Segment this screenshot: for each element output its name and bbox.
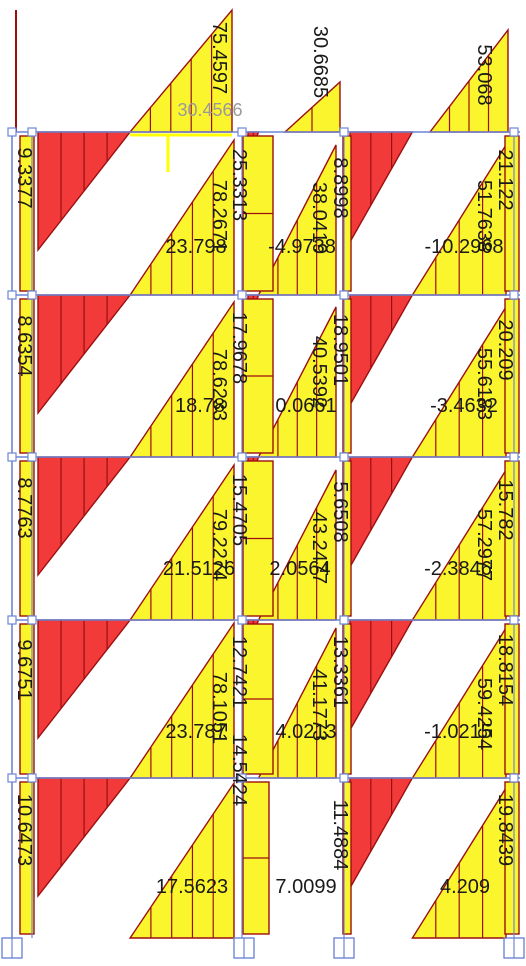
value-labels: 75.4597 30.4566 30.6685 53.068 23.798 -4… — [13, 22, 516, 898]
middle-column-value-2: 5.6508 — [329, 481, 351, 542]
beam-value-4-2: 4.209 — [440, 876, 490, 898]
negative-moment-area-0-2 — [349, 131, 414, 245]
negative-moment-area-4-2 — [349, 777, 414, 891]
joint-0-2 — [237, 127, 247, 137]
joint-0-3 — [339, 127, 349, 137]
span-value-2-2: 57.2977 — [473, 509, 495, 581]
left-column-value-3: 9.6751 — [13, 639, 35, 700]
column-moment-0-0 — [19, 135, 35, 292]
joint-1-3 — [339, 290, 349, 300]
column-moment-3-0 — [19, 623, 35, 775]
left-column-value-4: 10.6473 — [13, 794, 35, 866]
joint-3-1 — [27, 615, 37, 625]
joint-4-1 — [27, 773, 37, 783]
left-column-value-2: 8.7763 — [13, 477, 35, 538]
positive-moment-area-4-0 — [128, 780, 235, 939]
span-value-3-2: 59.4254 — [473, 678, 495, 750]
joint-0-0 — [7, 127, 17, 137]
beam-value-1-1: 0.0661 — [275, 395, 336, 417]
left-column-value-1: 8.6354 — [13, 315, 35, 376]
joint-3-4 — [509, 615, 519, 625]
top-label-3: 53.068 — [473, 44, 495, 105]
joint-1-2 — [237, 290, 247, 300]
center-column-value-0: 25.3313 — [228, 149, 250, 221]
negative-moment-area-1-2 — [349, 294, 414, 408]
joint-3-3 — [339, 615, 349, 625]
beam-value-2-0: 21.5126 — [163, 558, 235, 580]
beam-value-1-0: 18.78 — [175, 395, 225, 417]
negative-moment-area-2-2 — [349, 456, 414, 570]
span-value-1-0: 78.6233 — [208, 349, 230, 421]
joint-1-1 — [27, 290, 37, 300]
span-value-3-0: 78.1051 — [208, 672, 230, 744]
span-value-2-1: 43.2477 — [308, 512, 330, 584]
joint-0-4 — [509, 127, 519, 137]
beam-value-4-0: 17.5623 — [156, 876, 228, 898]
joint-4-0 — [7, 773, 17, 783]
beam-value-1-2: -3.4632 — [430, 395, 498, 417]
beam-value-2-2: -2.3846 — [424, 558, 492, 580]
span-value-3-1: 41.1773 — [308, 669, 330, 741]
negative-moment-area-3-2 — [349, 619, 414, 733]
beam-value-0-1: -4.9738 — [268, 236, 336, 258]
center-column-value-3: 12.7421 — [228, 636, 250, 708]
span-value-1-1: 40.5392 — [308, 336, 330, 408]
joint-1-4 — [509, 290, 519, 300]
beam-value-3-2: -1.0215 — [424, 721, 492, 743]
beam-value-0-0: 23.798 — [165, 236, 226, 258]
span-value-2-0: 79.2274 — [208, 509, 230, 581]
middle-column-value-4: 11.4884 — [329, 800, 351, 871]
column-diagrams — [19, 135, 520, 935]
joint-2-1 — [27, 452, 37, 462]
beam-value-3-0: 23.787 — [165, 721, 226, 743]
span-value-0-0: 78.2671 — [208, 180, 230, 252]
column-moment-4-0 — [19, 781, 35, 935]
right-column-value-0: 21.122 — [494, 149, 516, 210]
beam-value-2-1: 2.0564 — [269, 558, 330, 580]
right-column-value-3: 18.8154 — [494, 634, 516, 706]
joint-4-3 — [339, 773, 349, 783]
joint-3-0 — [7, 615, 17, 625]
joint-2-4 — [509, 452, 519, 462]
left-column-value-0: 9.3377 — [13, 147, 35, 208]
right-column-value-2: 15.782 — [494, 479, 516, 540]
center-column-value-1: 17.9678 — [228, 312, 250, 384]
column-moment-1-0 — [19, 298, 35, 454]
beam-value-0-2: -10.2968 — [425, 236, 504, 258]
joint-3-2 — [237, 615, 247, 625]
frame-lines — [7, 127, 520, 938]
center-column-value-4: 14.5424 — [228, 734, 250, 806]
joint-2-3 — [339, 452, 349, 462]
column-moment-2-0 — [19, 460, 35, 617]
joint-0-1 — [27, 127, 37, 137]
center-column-value-2: 15.4705 — [228, 474, 250, 546]
top-label-1: 30.4566 — [177, 100, 242, 120]
joint-2-0 — [7, 452, 17, 462]
middle-column-value-0: 8.8998 — [329, 157, 351, 218]
supports — [1, 937, 525, 959]
joint-1-0 — [7, 290, 17, 300]
joint-2-2 — [237, 452, 247, 462]
moment-areas — [15, 8, 509, 939]
beam-value-3-1: 4.0213 — [275, 721, 336, 743]
joint-4-2 — [237, 773, 247, 783]
span-value-0-2: 51.7638 — [473, 180, 495, 252]
middle-column-value-3: 13.3361 — [329, 636, 351, 708]
middle-column-value-1: 18.9501 — [329, 314, 351, 386]
span-value-1-2: 55.6183 — [473, 348, 495, 420]
beam-value-4-1: 7.0099 — [275, 876, 336, 898]
right-column-value-4: 19.8439 — [494, 794, 516, 866]
joint-4-4 — [509, 773, 519, 783]
top-label-2: 30.6685 — [309, 26, 331, 98]
span-value-0-1: 38.0419 — [308, 182, 330, 254]
right-column-value-1: 20.209 — [494, 319, 516, 380]
top-label-0: 75.4597 — [208, 22, 230, 94]
